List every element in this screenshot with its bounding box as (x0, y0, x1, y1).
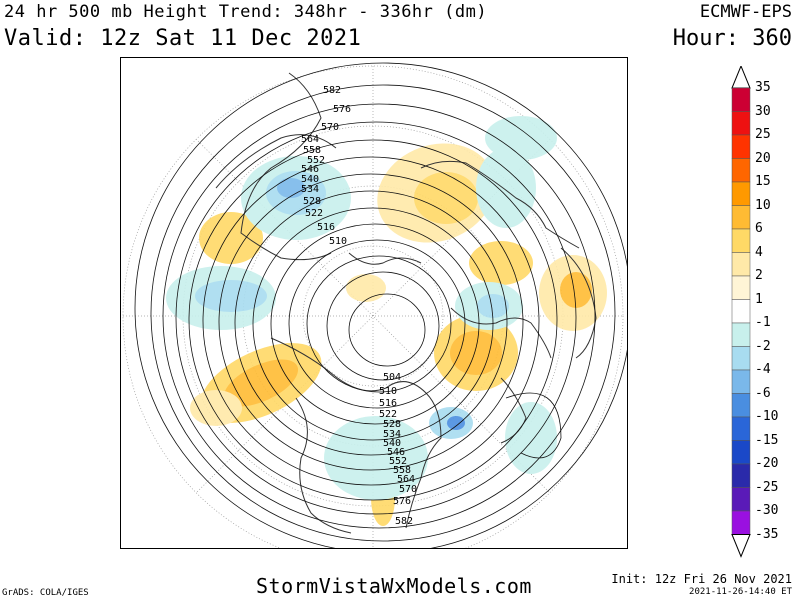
contour-labels-east: 504 510 516 522 528 534 540 546 552 558 … (379, 372, 417, 527)
legend-swatch (731, 111, 751, 136)
model-name: ECMWF-EPS (699, 2, 792, 22)
legend-label: -6 (755, 385, 771, 401)
chart-title: 24 hr 500 mb Height Trend: 348hr - 336hr… (4, 2, 488, 22)
legend-label: 15 (755, 174, 771, 189)
legend-arrow-up (731, 66, 751, 89)
legend-swatch (731, 158, 751, 183)
legend-swatch (731, 252, 751, 277)
legend-arrow-down (731, 534, 751, 558)
contour-label: 570 (399, 484, 417, 495)
legend-label: -10 (755, 409, 779, 424)
legend-label: -35 (755, 526, 779, 542)
contour-label: 564 (301, 134, 319, 145)
contour-label: 570 (321, 122, 339, 133)
contour-label: 576 (333, 104, 351, 115)
legend-swatch (731, 416, 751, 441)
contour-label: 528 (303, 196, 321, 207)
contour-label: 522 (379, 409, 397, 420)
contour-label: 540 (383, 438, 401, 449)
legend-label: -1 (755, 315, 771, 330)
legend-swatch (731, 463, 751, 488)
legend-label: -4 (755, 362, 771, 377)
legend-swatch (731, 181, 751, 206)
contour-label: 504 (383, 372, 401, 383)
site-watermark: StormVistaWxModels.com (256, 574, 532, 598)
legend-swatch (731, 299, 751, 324)
legend-label: -30 (755, 503, 779, 518)
contour-label: 516 (317, 222, 335, 233)
height-contours (134, 62, 627, 548)
legend-label: -2 (755, 338, 771, 354)
contour-label: 564 (397, 474, 415, 485)
contour-label: 528 (383, 419, 401, 430)
legend-swatch (731, 510, 751, 535)
contour-label: 516 (379, 398, 397, 409)
legend-swatch (731, 322, 751, 347)
generated-timestamp: 2021-11-26-14:40 ET (689, 587, 792, 597)
contour-label: 540 (301, 174, 319, 185)
contour-labels-west: 582 576 570 564 558 552 546 540 534 528 … (301, 85, 351, 247)
polar-map: 582 576 570 564 558 552 546 540 534 528 … (122, 62, 627, 548)
map-panel: 582 576 570 564 558 552 546 540 534 528 … (120, 57, 628, 549)
legend-label: 1 (755, 291, 763, 307)
legend-swatch (731, 346, 751, 371)
contour-label: 582 (323, 85, 341, 96)
legend-label: 2 (755, 268, 763, 283)
legend-label: -15 (755, 432, 779, 448)
legend-label: 20 (755, 150, 771, 166)
legend-swatch (731, 275, 751, 300)
legend-swatch (731, 393, 751, 418)
legend-swatch (731, 134, 751, 159)
contour-label: 582 (395, 516, 413, 527)
valid-time: Valid: 12z Sat 11 Dec 2021 (4, 26, 362, 51)
legend-label: 30 (755, 103, 771, 119)
forecast-hour: Hour: 360 (672, 26, 792, 51)
contour-label: 576 (393, 496, 411, 507)
legend-label: 25 (755, 127, 771, 142)
legend-label: 4 (755, 244, 763, 260)
contour-label: 534 (301, 184, 319, 195)
legend-label: 10 (755, 197, 771, 213)
contour-label: 546 (387, 447, 405, 458)
legend-label: -20 (755, 456, 779, 471)
legend-label: 35 (755, 80, 771, 95)
contour-label: 510 (329, 236, 347, 247)
contour-label: 558 (393, 465, 411, 476)
legend-swatch (731, 228, 751, 253)
legend-label: 6 (755, 221, 763, 236)
grads-credit: GrADS: COLA/IGES (2, 588, 89, 598)
legend-label: -25 (755, 479, 779, 495)
trend-shading (166, 116, 607, 526)
legend-swatch (731, 369, 751, 394)
legend-swatch (731, 205, 751, 230)
cold-anomaly-north-america (324, 416, 428, 500)
legend-swatch (731, 487, 751, 512)
init-time: Init: 12z Fri 26 Nov 2021 (611, 572, 792, 586)
contour-label: 534 (383, 429, 401, 440)
coastlines (215, 72, 597, 534)
legend-swatch (731, 87, 751, 112)
legend-colorbar (731, 66, 751, 558)
contour-label: 558 (303, 145, 321, 156)
contour-label: 552 (307, 155, 325, 166)
contour-label: 552 (389, 456, 407, 467)
color-legend: 35 30 25 20 15 10 6 4 2 1 -1 -2 -4 -6 -10 -15 -20 -25 -30 -… (726, 66, 800, 566)
contour-label: 510 (379, 386, 397, 397)
legend-swatch (731, 440, 751, 465)
contour-label: 546 (301, 164, 319, 175)
contour-label: 522 (305, 208, 323, 219)
